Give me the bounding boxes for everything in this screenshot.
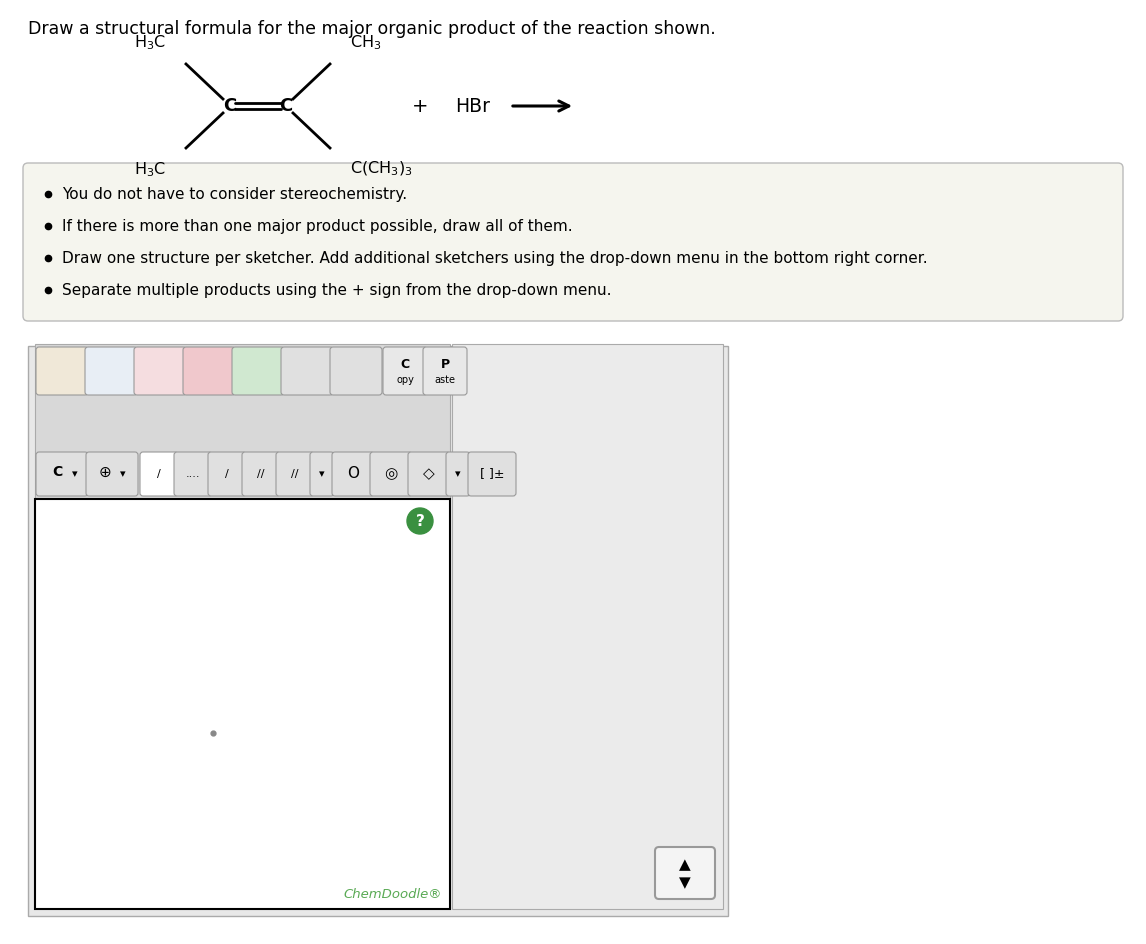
FancyBboxPatch shape: [468, 452, 516, 496]
FancyBboxPatch shape: [370, 452, 413, 496]
Text: C(CH$_3$)$_3$: C(CH$_3$)$_3$: [350, 160, 413, 178]
FancyBboxPatch shape: [281, 347, 333, 395]
Text: C: C: [223, 97, 236, 115]
Text: C: C: [400, 358, 409, 371]
Text: ....: ....: [186, 469, 201, 479]
Text: /: /: [225, 469, 229, 479]
Text: ▲: ▲: [680, 857, 691, 871]
FancyBboxPatch shape: [36, 452, 88, 496]
FancyBboxPatch shape: [28, 346, 728, 916]
FancyBboxPatch shape: [36, 344, 450, 499]
Text: H$_3$C: H$_3$C: [134, 33, 166, 52]
Text: aste: aste: [434, 375, 455, 385]
Text: C: C: [52, 465, 62, 479]
Text: ▾: ▾: [455, 469, 461, 479]
FancyBboxPatch shape: [36, 347, 88, 395]
Text: ▾: ▾: [72, 469, 78, 479]
FancyBboxPatch shape: [183, 347, 235, 395]
FancyBboxPatch shape: [209, 452, 246, 496]
Text: ◎: ◎: [384, 466, 398, 481]
FancyBboxPatch shape: [36, 499, 450, 909]
Text: ▼: ▼: [680, 875, 691, 890]
FancyBboxPatch shape: [242, 452, 280, 496]
Text: /: /: [157, 469, 160, 479]
Text: O: O: [347, 466, 359, 481]
FancyBboxPatch shape: [311, 452, 333, 496]
Text: C: C: [280, 97, 292, 115]
Text: opy: opy: [397, 375, 414, 385]
Text: CH$_3$: CH$_3$: [350, 33, 382, 52]
Text: P: P: [440, 358, 449, 371]
Text: H$_3$C: H$_3$C: [134, 160, 166, 178]
Circle shape: [407, 508, 433, 534]
FancyBboxPatch shape: [134, 347, 186, 395]
FancyBboxPatch shape: [446, 452, 470, 496]
Text: +: +: [411, 96, 429, 115]
FancyBboxPatch shape: [85, 347, 138, 395]
FancyBboxPatch shape: [23, 163, 1123, 321]
Text: [ ]±: [ ]±: [480, 467, 504, 480]
Text: ChemDoodle®: ChemDoodle®: [344, 888, 442, 902]
FancyBboxPatch shape: [656, 847, 715, 899]
FancyBboxPatch shape: [452, 344, 723, 909]
FancyBboxPatch shape: [332, 452, 374, 496]
FancyBboxPatch shape: [276, 452, 314, 496]
FancyBboxPatch shape: [140, 452, 178, 496]
FancyBboxPatch shape: [174, 452, 212, 496]
Text: //: //: [257, 469, 265, 479]
Text: ▾: ▾: [320, 469, 324, 479]
Text: If there is more than one major product possible, draw all of them.: If there is more than one major product …: [62, 218, 573, 233]
Text: ⊕: ⊕: [99, 464, 111, 480]
FancyBboxPatch shape: [330, 347, 382, 395]
FancyBboxPatch shape: [86, 452, 138, 496]
Text: ◇: ◇: [423, 466, 434, 481]
Text: Draw one structure per sketcher. Add additional sketchers using the drop-down me: Draw one structure per sketcher. Add add…: [62, 250, 927, 265]
Text: HBr: HBr: [455, 96, 490, 115]
Text: //: //: [291, 469, 299, 479]
Text: ?: ?: [416, 514, 424, 529]
FancyBboxPatch shape: [408, 452, 450, 496]
Text: You do not have to consider stereochemistry.: You do not have to consider stereochemis…: [62, 187, 407, 201]
FancyBboxPatch shape: [423, 347, 468, 395]
FancyBboxPatch shape: [383, 347, 427, 395]
FancyBboxPatch shape: [231, 347, 284, 395]
Text: ▾: ▾: [120, 469, 126, 479]
Text: Separate multiple products using the + sign from the drop-down menu.: Separate multiple products using the + s…: [62, 282, 612, 297]
Text: Draw a structural formula for the major organic product of the reaction shown.: Draw a structural formula for the major …: [28, 20, 716, 38]
